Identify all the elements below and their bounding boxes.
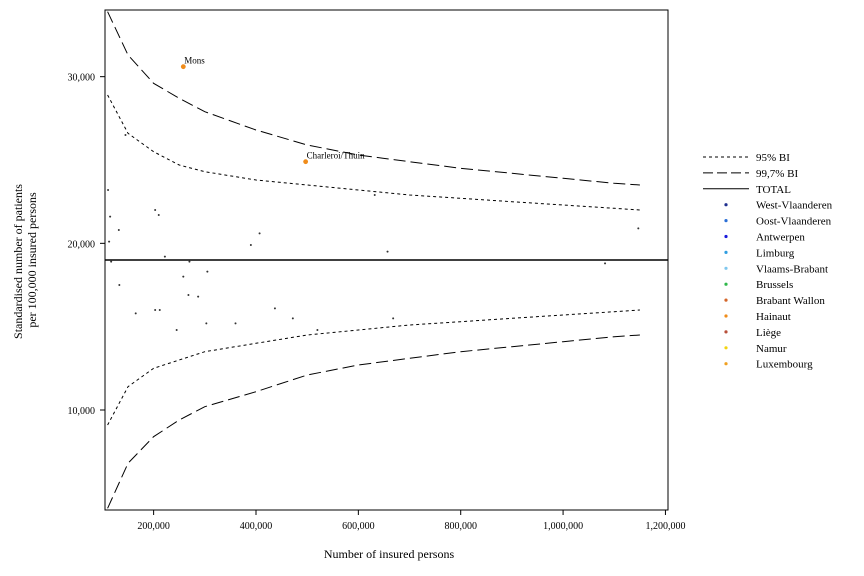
data-point: [392, 317, 395, 320]
legend-marker: [724, 250, 728, 254]
legend-marker: [724, 266, 728, 270]
y-axis-title-line-1: Standardised number of patients: [11, 184, 25, 339]
legend-marker: [724, 203, 728, 207]
data-point: [163, 255, 166, 258]
legend-marker: [724, 234, 728, 239]
data-point: [373, 194, 376, 196]
funnel-95-lower: [107, 309, 640, 426]
data-point: [124, 134, 127, 136]
data-point: [154, 209, 157, 211]
data-point: [175, 329, 178, 331]
y-tick-label: 10,000: [68, 406, 96, 417]
data-point: [386, 250, 389, 253]
legend-marker: [724, 346, 728, 350]
data-point: [134, 312, 137, 315]
y-tick-label: 30,000: [68, 73, 96, 84]
legend-entry: Hainaut: [756, 311, 791, 323]
data-point: [197, 295, 200, 298]
point-label: Charleroi/Thuin: [307, 151, 365, 161]
legend: 95% BI 99,7% BI TOTAL West-Vlaanderen Oost-V…: [703, 152, 833, 371]
data-point: [109, 215, 112, 218]
legend-entry: Liège: [756, 327, 781, 339]
legend-entry: Vlaams-Brabant: [756, 263, 828, 275]
legend-marker: [724, 362, 728, 366]
legend-entry: TOTAL: [756, 184, 791, 196]
data-point: [107, 189, 110, 191]
data-point: [157, 214, 160, 216]
data-point: [187, 294, 190, 296]
x-axis-title: Number of insured persons: [324, 547, 455, 561]
legend-entry: 95% BI: [756, 152, 790, 164]
data-point: [154, 309, 157, 311]
legend-entry: Luxembourg: [756, 359, 813, 371]
data-point: [158, 309, 161, 311]
data-point: [108, 240, 111, 243]
legend-marker: [724, 298, 728, 302]
legend-entry: 99,7% BI: [756, 168, 799, 180]
legend-entry: Brussels: [756, 279, 793, 291]
y-axis-title: Standardised number of patients per 100,…: [11, 181, 39, 339]
legend-marker: [724, 219, 728, 223]
x-tick-label: 1,000,000: [543, 521, 583, 532]
legend-entry: West-Vlaanderen: [756, 200, 833, 212]
legend-entry: Limburg: [756, 247, 795, 259]
data-point: [234, 322, 237, 325]
data-point: [188, 260, 191, 263]
y-axis-title-line-2: per 100,000 insured persons: [25, 192, 39, 328]
legend-entry: Brabant Wallon: [756, 295, 825, 307]
legend-entry: Namur: [756, 343, 787, 355]
funnel-997-lower: [107, 334, 640, 509]
data-point: [604, 262, 607, 265]
legend-entry: Oost-Vlaanderen: [756, 216, 832, 228]
data-point: [180, 64, 186, 70]
legend-marker: [724, 330, 728, 334]
data-point: [110, 260, 113, 263]
funnel-95-upper: [107, 94, 640, 211]
data-point: [637, 227, 640, 230]
x-tick-label: 200,000: [137, 521, 170, 532]
data-point: [206, 270, 209, 273]
point-label: Mons: [184, 56, 205, 66]
x-tick-label: 600,000: [342, 521, 375, 532]
data-point: [117, 229, 120, 231]
data-point: [273, 307, 276, 310]
data-point: [182, 275, 185, 278]
legend-marker: [724, 282, 728, 286]
funnel-997-upper: [107, 11, 640, 186]
data-point: [205, 322, 208, 325]
legend-entry: Antwerpen: [756, 232, 805, 244]
data-point: [258, 232, 261, 235]
data-point: [291, 317, 294, 320]
data-point: [249, 244, 252, 246]
x-tick-label: 400,000: [240, 521, 273, 532]
x-tick-label: 800,000: [444, 521, 477, 532]
x-tick-label: 1,200,000: [645, 521, 685, 532]
data-point: [118, 284, 121, 286]
data-point: [316, 329, 319, 331]
data-point: [303, 159, 309, 165]
y-tick-label: 20,000: [68, 239, 96, 250]
legend-marker: [724, 314, 728, 318]
